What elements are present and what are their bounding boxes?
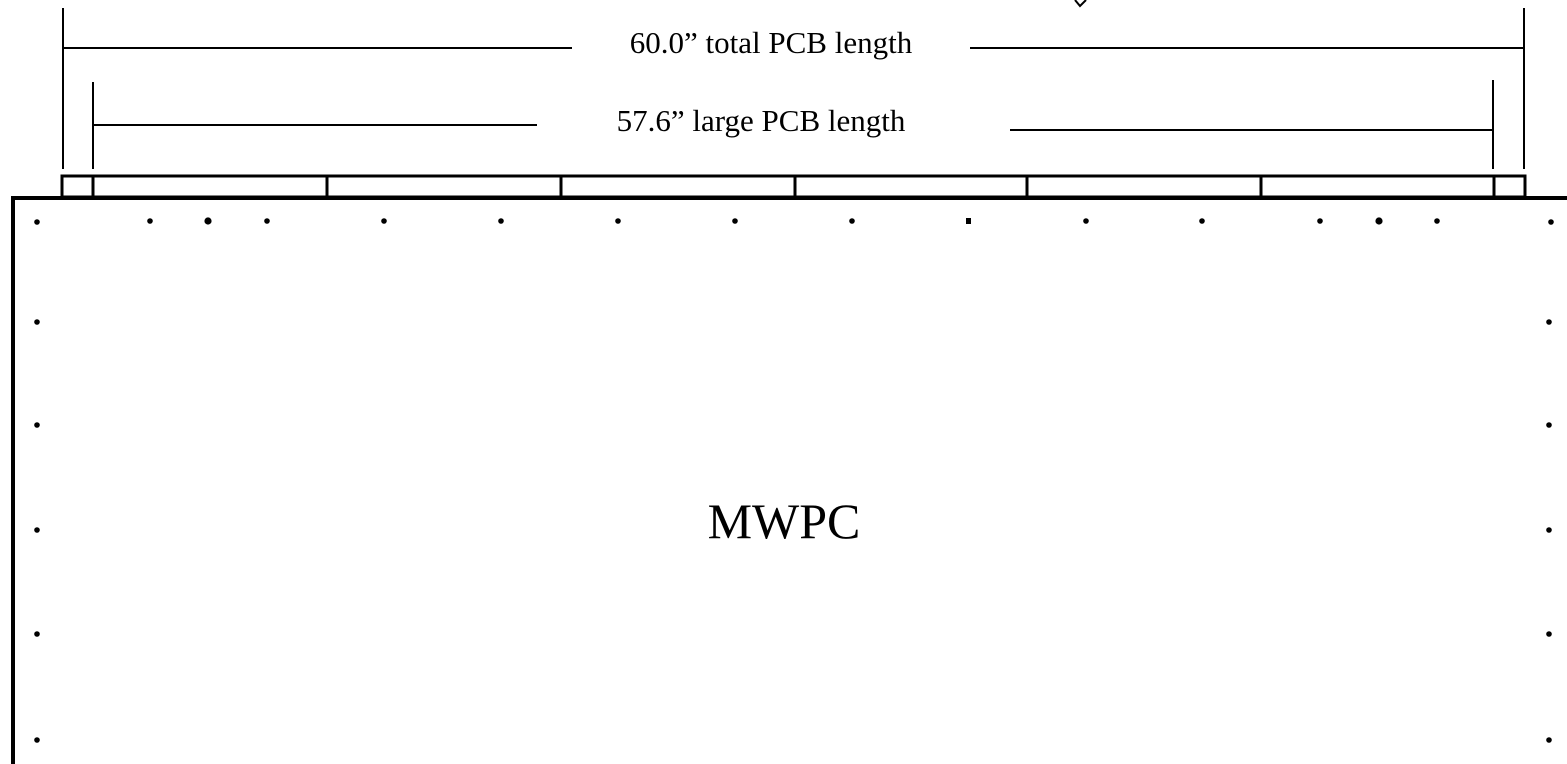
large-pcb-1 xyxy=(91,174,329,199)
mounting-hole xyxy=(264,218,270,224)
mounting-hole xyxy=(1199,218,1205,224)
mounting-hole xyxy=(1083,218,1089,224)
mounting-hole xyxy=(1546,631,1552,637)
mounting-hole xyxy=(34,631,40,637)
mounting-hole xyxy=(1548,219,1554,225)
pcb-strip xyxy=(60,174,1527,199)
mounting-hole xyxy=(34,527,40,533)
large-length-dimension: 57.6” large PCB length xyxy=(92,80,1494,169)
mounting-hole xyxy=(498,218,504,224)
mounting-hole xyxy=(1546,737,1552,743)
clipped-glyph xyxy=(1074,0,1087,8)
small-pcb-left xyxy=(60,174,95,199)
large-pcb-5 xyxy=(1025,174,1263,199)
mounting-hole xyxy=(34,422,40,428)
mounting-hole xyxy=(1546,422,1552,428)
mounting-hole xyxy=(1546,527,1552,533)
mounting-hole xyxy=(1434,218,1440,224)
mounting-hole xyxy=(615,218,621,224)
mounting-hole xyxy=(966,218,971,224)
mounting-hole xyxy=(147,218,153,224)
mounting-hole xyxy=(34,319,40,325)
chamber-label: MWPC xyxy=(708,493,861,549)
total-length-dimension: 60.0” total PCB length xyxy=(62,8,1525,169)
mounting-hole xyxy=(204,217,212,225)
large-pcb-4 xyxy=(793,174,1029,199)
large-pcb-2 xyxy=(325,174,563,199)
mwpc-chamber-outline xyxy=(11,196,1567,764)
mounting-hole xyxy=(1375,217,1383,225)
mounting-hole xyxy=(732,218,738,224)
mounting-hole xyxy=(34,219,40,225)
large-length-label: 57.6” large PCB length xyxy=(617,103,906,138)
large-pcb-6 xyxy=(1259,174,1496,199)
mounting-holes xyxy=(34,217,1554,743)
large-pcb-3 xyxy=(559,174,797,199)
small-pcb-right xyxy=(1492,174,1527,199)
mounting-hole xyxy=(34,737,40,743)
mounting-hole xyxy=(381,218,387,224)
mounting-hole xyxy=(1546,319,1552,325)
mounting-hole xyxy=(849,218,855,224)
mounting-hole xyxy=(1317,218,1323,224)
total-length-label: 60.0” total PCB length xyxy=(630,25,913,60)
